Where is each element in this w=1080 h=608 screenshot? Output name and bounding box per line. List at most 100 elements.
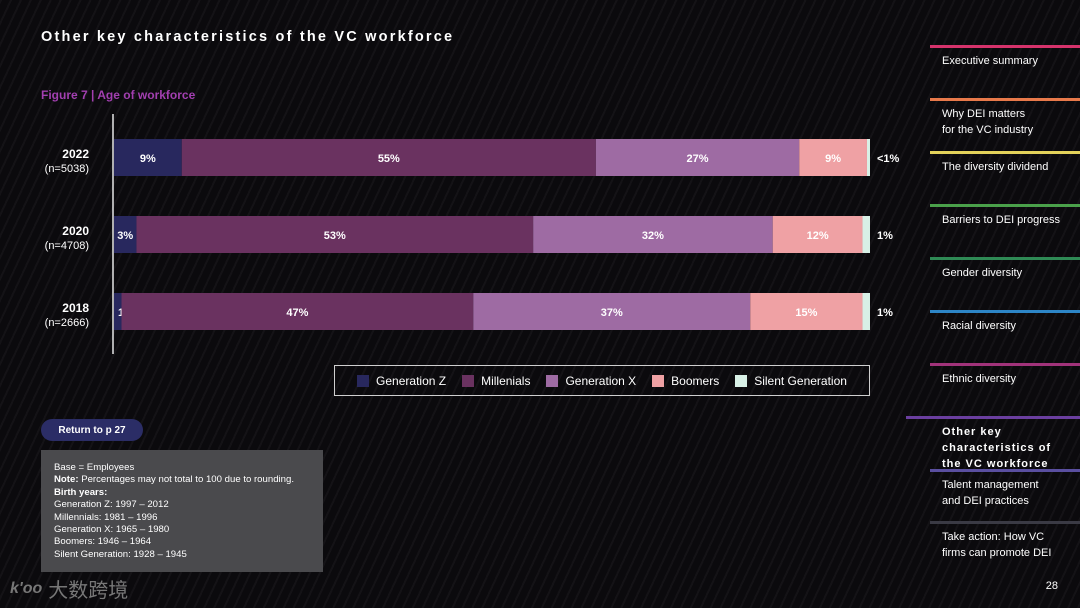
bar-segment [799, 139, 867, 176]
category-label: 2018 [62, 301, 89, 315]
legend-swatch [546, 374, 559, 387]
figure-label: Figure 7 | Age of workforce [41, 88, 196, 102]
legend-item: Millenials [462, 374, 530, 388]
nav-item[interactable]: The diversity dividend [930, 151, 1080, 175]
nav-item-label: Ethnic diversity [942, 373, 1016, 385]
nav-item-label: Take action: How VC firms can promote DE… [942, 531, 1052, 559]
bar-segment [862, 216, 870, 253]
data-label: 37% [601, 307, 623, 319]
nav-item[interactable]: Talent management and DEI practices [930, 469, 1080, 509]
chart-legend: Generation Z Millenials Generation X Boomer… [334, 365, 870, 396]
legend-item: Generation Z [357, 374, 446, 388]
nav-item-bar [930, 363, 1080, 366]
nav-item-label: Barriers to DEI progress [942, 214, 1060, 226]
nav-item[interactable]: Other key characteristics of the VC work… [906, 416, 1080, 472]
nav-item-bar [930, 45, 1080, 48]
return-button[interactable]: Return to p 27 [41, 419, 143, 441]
data-label: 9% [140, 153, 156, 165]
bar-segment [473, 293, 751, 330]
section-nav: Executive summary Why DEI matters for the… [906, 0, 1080, 608]
data-label: 1% [877, 307, 893, 319]
notes-box: Base = Employees Note: Percentages may n… [41, 450, 323, 572]
nav-item-label: Gender diversity [942, 267, 1023, 279]
legend-label: Millenials [481, 373, 531, 388]
nav-item-bar [930, 151, 1080, 154]
bar-segment [595, 139, 800, 176]
nav-item[interactable]: Racial diversity [930, 310, 1080, 334]
legend-item: Generation X [546, 374, 636, 388]
data-label: <1% [877, 153, 900, 165]
bar-segment [114, 216, 137, 253]
page-number: 28 [1045, 580, 1058, 592]
nav-item-bar [930, 310, 1080, 313]
notes-line: Boomers: 1946 – 1964 [54, 536, 152, 548]
bar-segment [772, 216, 863, 253]
data-label: 12% [807, 230, 829, 242]
data-label: 32% [642, 230, 664, 242]
nav-item[interactable]: Ethnic diversity [930, 363, 1080, 387]
bar-segment [121, 293, 474, 330]
nav-item-bar [930, 469, 1080, 472]
legend-swatch [357, 374, 370, 387]
legend-label: Silent Generation [754, 373, 847, 388]
bar-segment [114, 293, 122, 330]
notes-line: Generation X: 1965 – 1980 [54, 524, 170, 536]
nav-item-bar [930, 521, 1080, 524]
nav-item[interactable]: Why DEI matters for the VC industry [930, 98, 1080, 138]
notes-line: Generation Z: 1997 – 2012 [54, 499, 169, 511]
nav-item-bar [930, 98, 1080, 101]
notes-birth-years-label: Birth years: [54, 486, 108, 498]
watermark-logo: k'oo [10, 579, 43, 597]
notes-line: Millennials: 1981 – 1996 [54, 511, 158, 523]
data-label: 27% [687, 153, 709, 165]
nav-item[interactable]: Executive summary [930, 45, 1080, 69]
category-sublabel: (n=4708) [45, 240, 89, 252]
category-sublabel: (n=5038) [45, 163, 89, 175]
legend-swatch [462, 374, 475, 387]
watermark: k'oo 大数跨境 [10, 574, 128, 603]
nav-item-bar [930, 257, 1080, 260]
nav-item-label: Talent management and DEI practices [942, 479, 1039, 507]
nav-item[interactable]: Barriers to DEI progress [930, 204, 1080, 228]
nav-item-bar [930, 204, 1080, 207]
category-label: 2022 [62, 147, 89, 161]
data-label: 47% [286, 307, 308, 319]
nav-item[interactable]: Take action: How VC firms can promote DE… [930, 521, 1080, 561]
nav-item-bar [906, 416, 1080, 419]
bar-segment [866, 139, 870, 176]
notes-note-text: Percentages may not total to 100 due to … [81, 474, 294, 486]
legend-item: Silent Generation [735, 374, 847, 388]
nav-item[interactable]: Gender diversity [930, 257, 1080, 281]
nav-item-label: Other key characteristics of the VC work… [942, 426, 1052, 470]
legend-label: Generation Z [376, 373, 447, 388]
category-sublabel: (n=2666) [45, 317, 89, 329]
notes-base: Base = Employees [54, 462, 135, 473]
data-label: 3% [117, 230, 133, 242]
data-label: 9% [825, 153, 841, 165]
bar-segment [136, 216, 534, 253]
legend-swatch [652, 374, 665, 387]
notes-note: Note: Percentages may not total to 100 d… [54, 474, 310, 486]
bar-segment [533, 216, 773, 253]
notes-note-label: Note: [54, 474, 79, 486]
nav-item-label: Executive summary [942, 55, 1038, 67]
data-label: 15% [795, 307, 817, 319]
category-label: 2020 [62, 224, 89, 238]
page-title: Other key characteristics of the VC work… [41, 29, 455, 45]
notes-line: Silent Generation: 1928 – 1945 [54, 548, 187, 560]
bar-segment [750, 293, 863, 330]
nav-item-label: The diversity dividend [942, 161, 1049, 173]
nav-item-label: Racial diversity [942, 320, 1016, 332]
nav-item-label: Why DEI matters for the VC industry [942, 108, 1034, 136]
bar-segment [181, 139, 596, 176]
legend-label: Generation X [565, 373, 637, 388]
bar-segment [114, 139, 182, 176]
legend-swatch [735, 374, 748, 387]
data-label: 55% [378, 153, 400, 165]
stacked-bar-chart: 2022 (n=5038) 9% 55% 27% 9% <1% 2020 (n=4708) 3% 5… [45, 114, 900, 354]
legend-label: Boomers [671, 373, 720, 388]
data-label: 1% [877, 230, 893, 242]
bar-segment [862, 293, 870, 330]
watermark-text: 大数跨境 [48, 580, 129, 602]
legend-item: Boomers [652, 374, 719, 388]
